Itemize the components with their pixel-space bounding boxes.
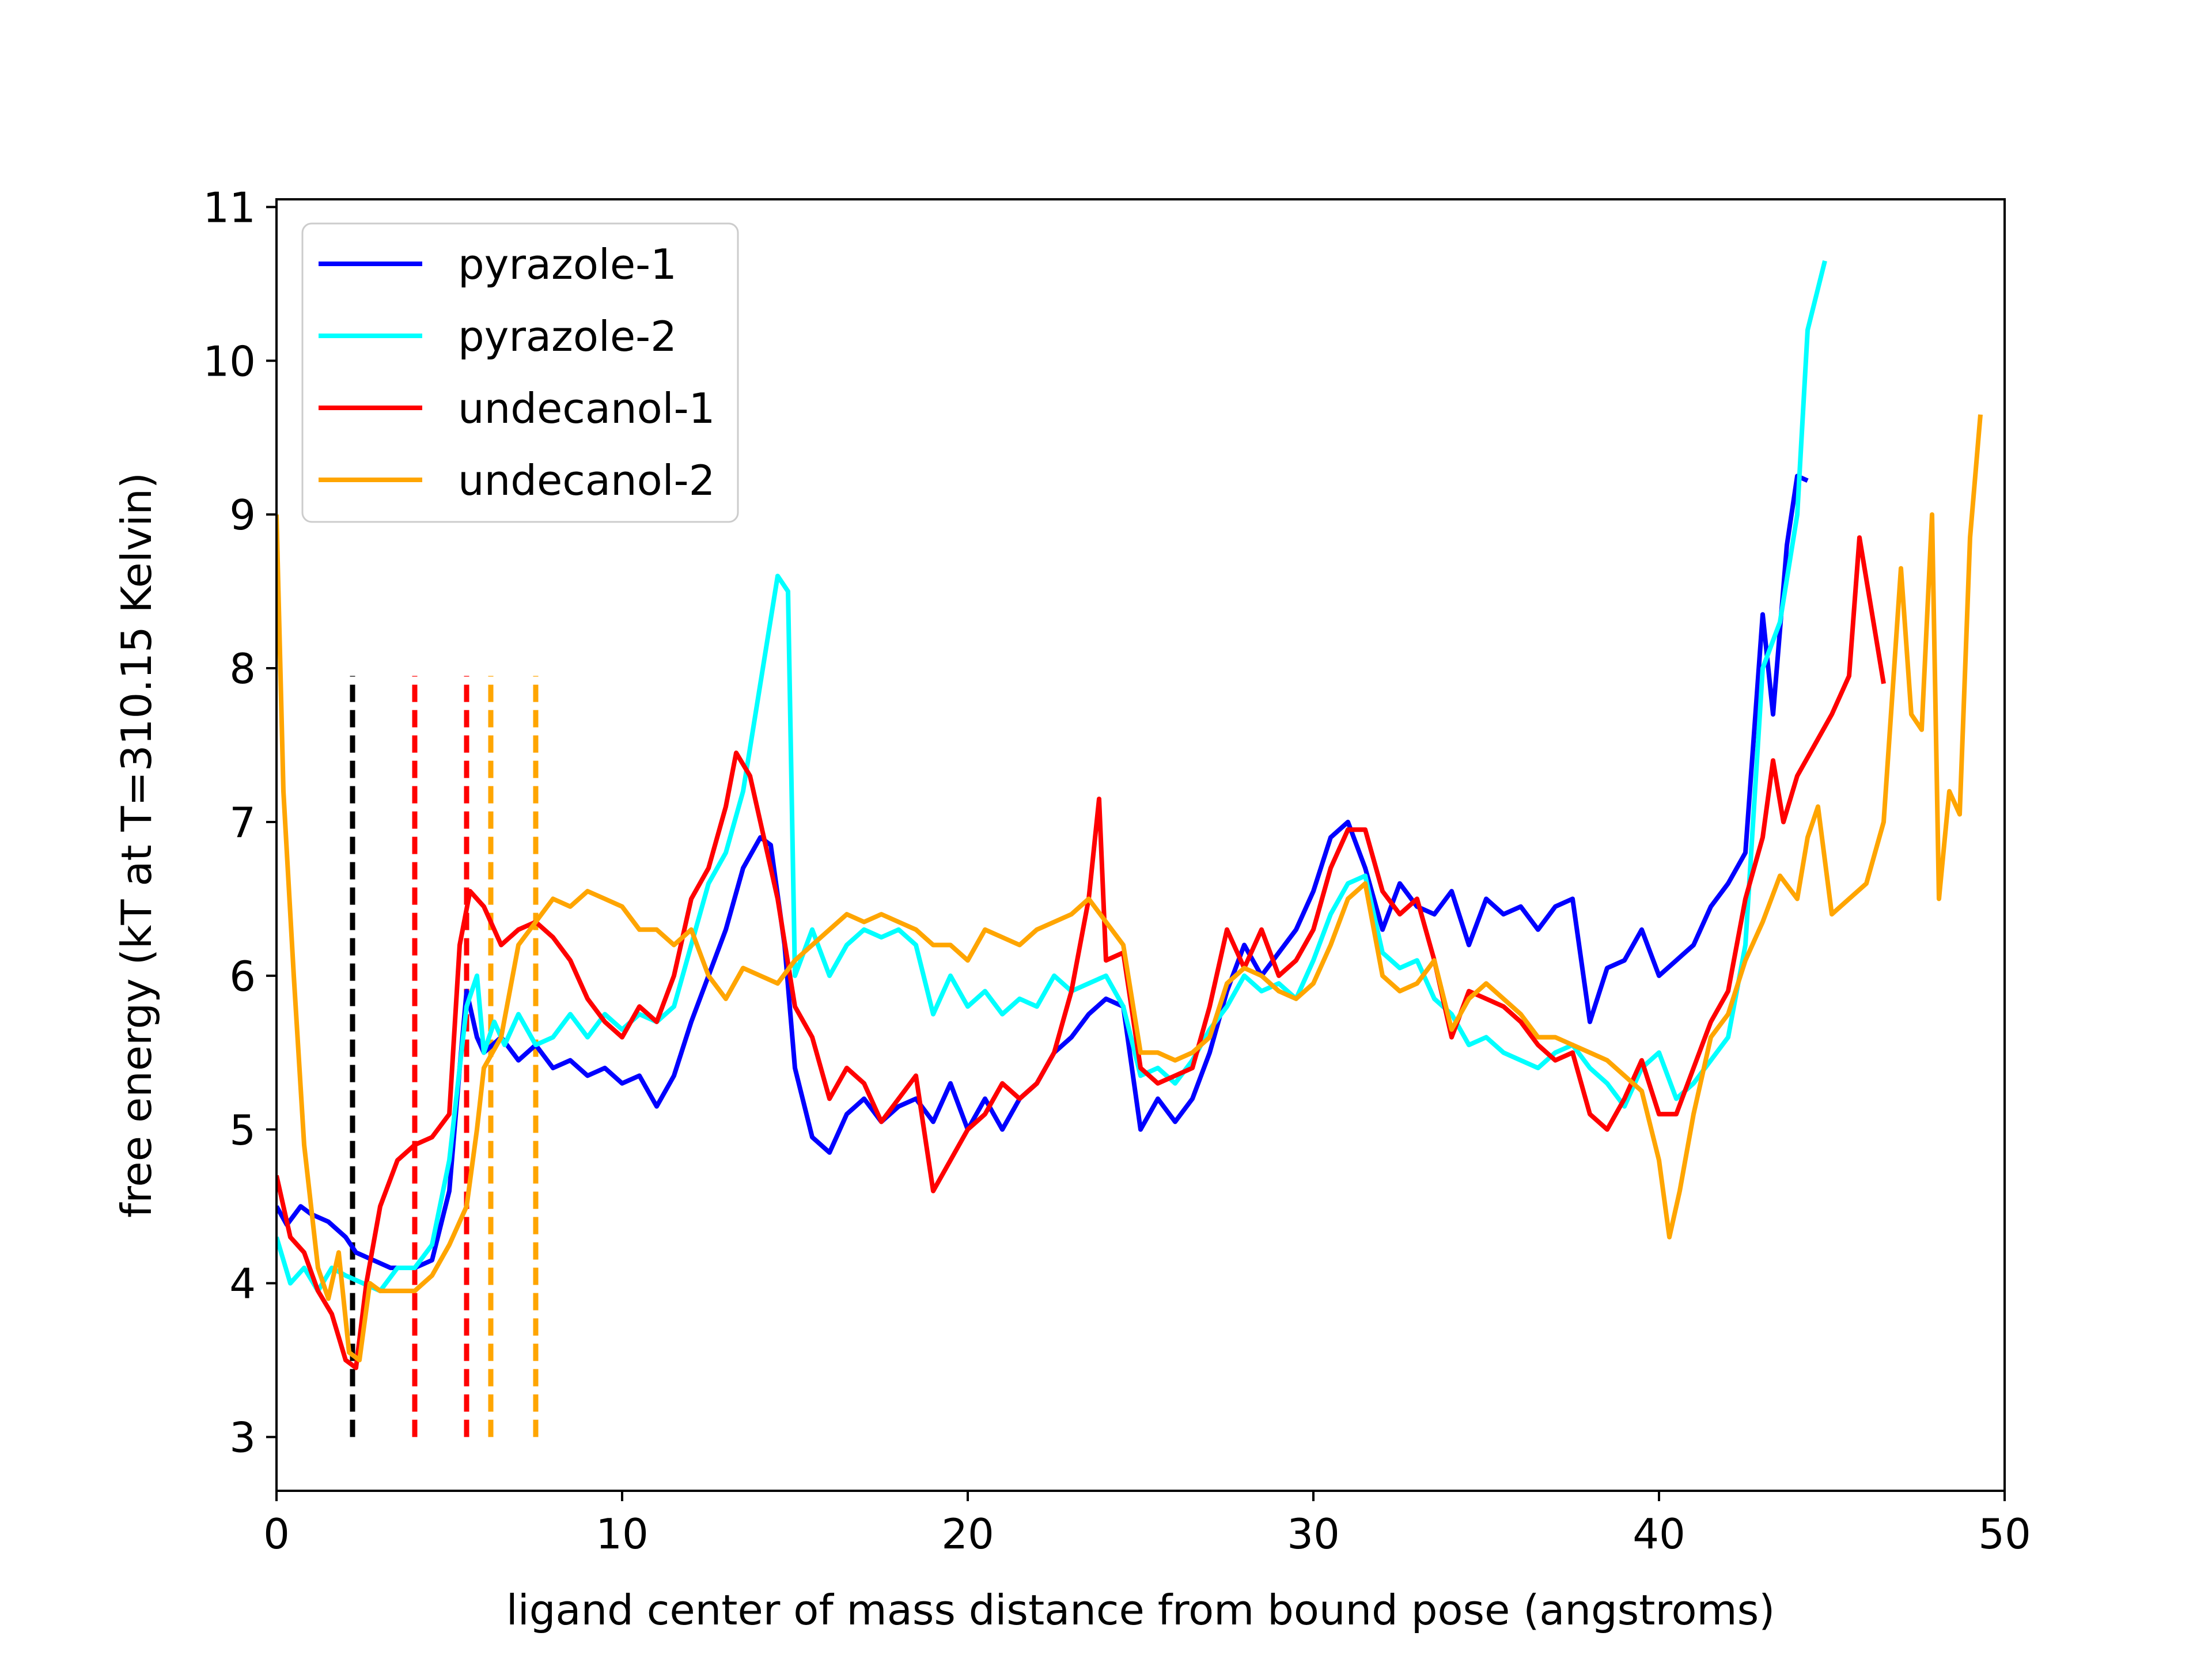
y-axis-label: free energy (kT at T=310.15 Kelvin): [112, 472, 161, 1218]
y-axis: 3 4 5 6 7 8 9 10 11: [203, 183, 276, 1462]
x-tick-label: 10: [596, 1510, 649, 1558]
series-line-undecanol-2: [276, 414, 1983, 1363]
legend-label-pyrazole-1: pyrazole-1: [458, 240, 677, 289]
x-tick-label: 30: [1287, 1510, 1340, 1558]
y-tick-label: 3: [229, 1414, 256, 1462]
y-tick-label: 11: [203, 183, 256, 232]
legend-box: [301, 222, 739, 523]
y-tick-label: 6: [229, 952, 256, 1001]
x-axis: 0 10 20 30 40 50: [263, 1491, 2031, 1558]
y-tick-label: 8: [229, 645, 256, 693]
x-tick-label: 40: [1633, 1510, 1685, 1558]
x-tick-label: 50: [1978, 1510, 2031, 1558]
series-lines: [276, 260, 1983, 1370]
x-axis-label: ligand center of mass distance from boun…: [506, 1586, 1775, 1634]
y-tick-label: 4: [229, 1260, 256, 1308]
legend: pyrazole-1 pyrazole-2 undecanol-1 undeca…: [301, 222, 739, 523]
y-tick-label: 10: [203, 337, 256, 385]
plot-frame: [275, 198, 2006, 1492]
x-tick-label: 20: [941, 1510, 994, 1558]
y-tick-label: 7: [229, 798, 256, 847]
legend-label-undecanol-2: undecanol-2: [458, 456, 715, 505]
y-tick-label: 9: [229, 491, 256, 539]
legend-label-undecanol-1: undecanol-1: [458, 384, 715, 433]
y-tick-label: 5: [229, 1106, 256, 1154]
series-line-undecanol-1: [276, 535, 1886, 1370]
legend-label-pyrazole-2: pyrazole-2: [458, 312, 677, 361]
x-tick-label: 0: [263, 1510, 290, 1558]
